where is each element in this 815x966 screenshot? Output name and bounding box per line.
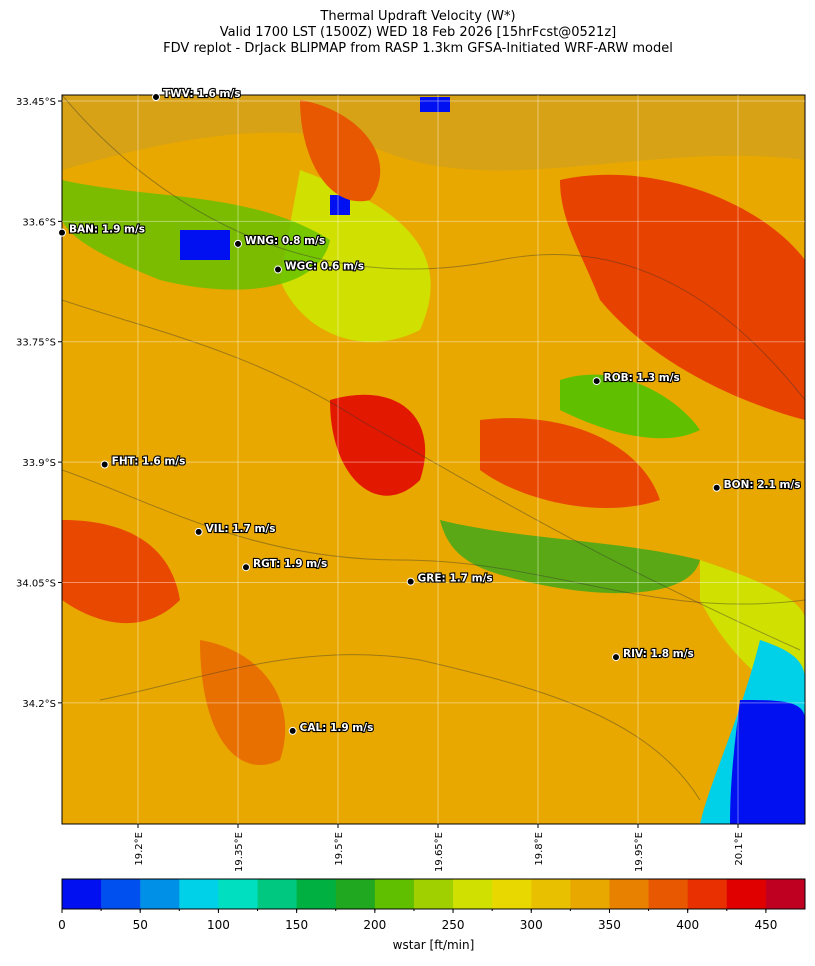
title-line: Valid 1700 LST (1500Z) WED 18 Feb 2026 […	[220, 25, 616, 40]
station-marker	[288, 726, 297, 735]
colorbar-tick-label: 50	[133, 918, 148, 932]
station-marker	[274, 265, 282, 274]
colorbar-label: wstar [ft/min]	[393, 938, 475, 952]
lat-tick-label: 33.75°S	[16, 338, 56, 349]
station-marker	[194, 527, 203, 536]
colorbar-tick-label: 150	[285, 918, 308, 932]
lat-tick-label: 33.45°S	[16, 97, 56, 108]
colorbar-frame	[61, 878, 806, 910]
lat-tick-label: 34.2°S	[22, 699, 56, 710]
station-label: VIL: 1.7 m/s	[206, 523, 276, 535]
colorbar-swatch	[609, 879, 650, 909]
lat-tick-label: 34.05°S	[16, 578, 56, 589]
colorbar-tick-label: 100	[207, 918, 230, 932]
map-frame	[61, 94, 806, 825]
station-marker	[234, 239, 242, 248]
station-label: BAN: 1.9 m/s	[69, 224, 145, 236]
colorbar-swatch	[257, 879, 298, 909]
lon-tick-label: 19.65°E	[434, 832, 445, 872]
lon-tick-label: 19.8°E	[534, 832, 545, 866]
grid	[62, 95, 805, 824]
colorbar-tick-label: 350	[598, 918, 621, 932]
colorbar-swatch	[101, 879, 141, 909]
colorbar-tick-label: 250	[442, 918, 465, 932]
colorbar-swatch	[765, 879, 806, 909]
colorbar-tick-label: 300	[520, 918, 543, 932]
colorbar-swatch	[687, 879, 728, 909]
station-marker	[712, 483, 721, 492]
colorbar-tick-label: 200	[363, 918, 386, 932]
colorbar-swatch	[570, 879, 610, 909]
station-marker	[592, 377, 601, 386]
colorbar-swatch	[453, 879, 493, 909]
colorbar-swatch	[140, 879, 180, 909]
station-label: WGC: 0.6 m/s	[285, 261, 364, 273]
colorbar-tick-label: 400	[676, 918, 699, 932]
station-label: BON: 2.1 m/s	[724, 479, 801, 491]
map-field	[62, 95, 805, 824]
lon-tick-label: 20.1°E	[734, 832, 745, 866]
station-label: CAL: 1.9 m/s	[300, 722, 374, 734]
colorbar-swatch	[218, 879, 259, 909]
station-label: TWV: 1.6 m/s	[163, 88, 241, 100]
colorbar-swatch	[335, 879, 376, 909]
title-line: FDV replot - DrJack BLIPMAP from RASP 1.…	[163, 41, 673, 56]
lon-tick-label: 19.5°E	[334, 832, 345, 866]
colorbar-swatch	[492, 879, 532, 909]
colorbar-tick-label: 450	[754, 918, 777, 932]
colorbar-swatch	[179, 879, 219, 909]
lat-tick-label: 33.6°S	[22, 217, 56, 228]
station-marker	[58, 228, 66, 237]
colorbar-swatch	[413, 879, 454, 909]
colorbar-swatch	[531, 879, 571, 909]
colorbar-swatch	[296, 879, 337, 909]
station-label: FHT: 1.6 m/s	[112, 456, 186, 468]
station-label: GRE: 1.7 m/s	[418, 573, 493, 585]
colorbar-swatch	[62, 879, 102, 909]
station-label: RGT: 1.9 m/s	[253, 558, 327, 570]
lat-tick-label: 33.9°S	[22, 458, 56, 469]
lon-tick-label: 19.95°E	[634, 832, 645, 872]
colorbar-swatch	[726, 879, 767, 909]
lon-tick-label: 19.35°E	[234, 832, 245, 872]
colorbar-tick-label: 0	[58, 918, 66, 932]
station-marker	[100, 460, 109, 469]
lon-tick-label: 19.2°E	[134, 832, 145, 866]
station-label: RIV: 1.8 m/s	[623, 648, 694, 660]
colorbar-swatch	[648, 879, 689, 909]
title-line: Thermal Updraft Velocity (W*)	[319, 9, 515, 24]
station-marker	[406, 577, 415, 586]
station-label: ROB: 1.3 m/s	[604, 372, 680, 384]
station-marker	[612, 653, 620, 662]
station-marker	[152, 93, 160, 102]
station-marker	[242, 563, 250, 572]
colorbar-swatch	[374, 879, 415, 909]
station-label: WNG: 0.8 m/s	[245, 235, 325, 247]
